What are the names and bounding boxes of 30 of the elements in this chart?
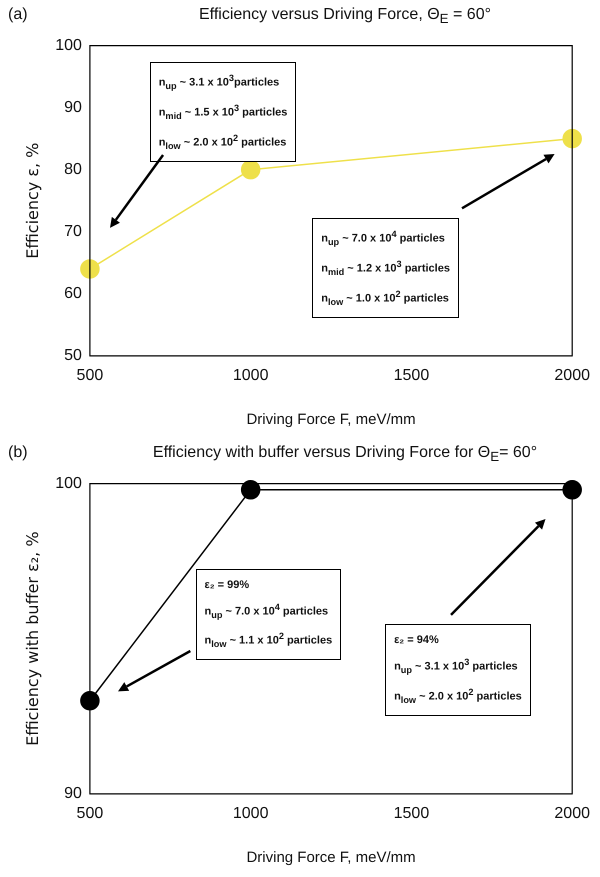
x-tick-label: 500: [76, 366, 104, 384]
y-tick-label: 100: [55, 475, 82, 492]
text: ε₂ = 94% n$_{up}$ ~ 3.1 x 10$^{3}$ particles n$_{low}$ ~ 2.0 x 10$^{2}$ particles: [394, 634, 522, 705]
text: (a): [8, 6, 28, 24]
x-tick-label: 500: [76, 804, 104, 822]
text: ε₂ = 99% n$_{up}$ ~ 7.0 x 10$^{4}$ particles n$_{low}$ ~ 1.1 x 10$^{2}$ particles: [204, 578, 332, 650]
y-tick-label: 70: [64, 223, 82, 240]
x-tick-label: 2000: [554, 804, 590, 822]
x-tick-label: 1500: [394, 366, 430, 384]
text: (b): [8, 444, 28, 462]
y-tick-label: 90: [64, 785, 82, 802]
point: [562, 128, 582, 148]
x-tick-label: 1000: [232, 366, 269, 384]
chart-title: Efficiency versus Driving Force, Θ$_{E}$ = 60°: [198, 6, 492, 26]
y-tick-label: 50: [64, 347, 82, 364]
y-axis-title: Efficiency with buffer ε₂, %: [22, 531, 42, 746]
text: n$_{up}$ ~ 3.1 x 10$^{3}$particles n$_{mid}$ ~ 1.5 x 10$^{3}$ particles n$_{low}$ ~ 2.0 x 10$^{2}$ particles: [158, 73, 288, 151]
y-tick-label: 60: [64, 285, 82, 302]
y-tick-label: 90: [64, 99, 82, 116]
x-tick-label: 1000: [232, 804, 269, 822]
point: [80, 259, 100, 279]
x-axis-title: Driving Force F, meV/mm: [246, 411, 416, 428]
x-tick-label: 2000: [554, 366, 590, 384]
y-tick-label: 80: [64, 161, 82, 178]
text: n$_{up}$ ~ 7.0 x 10$^{4}$ particles n$_{mid}$ ~ 1.2 x 10$^{3}$ particles n$_{low}$ ~ 1.0 x 10$^{2}$ particles: [321, 229, 450, 307]
x-tick-label: 1500: [394, 804, 430, 822]
chart-title: Efficiency with buffer versus Driving Force for Θ$_{E}$= 60°: [152, 444, 538, 464]
x-axis-title: Driving Force F, meV/mm: [246, 849, 416, 866]
y-axis-title: Efficiency ε, %: [22, 142, 42, 259]
y-tick-label: 100: [55, 37, 82, 54]
